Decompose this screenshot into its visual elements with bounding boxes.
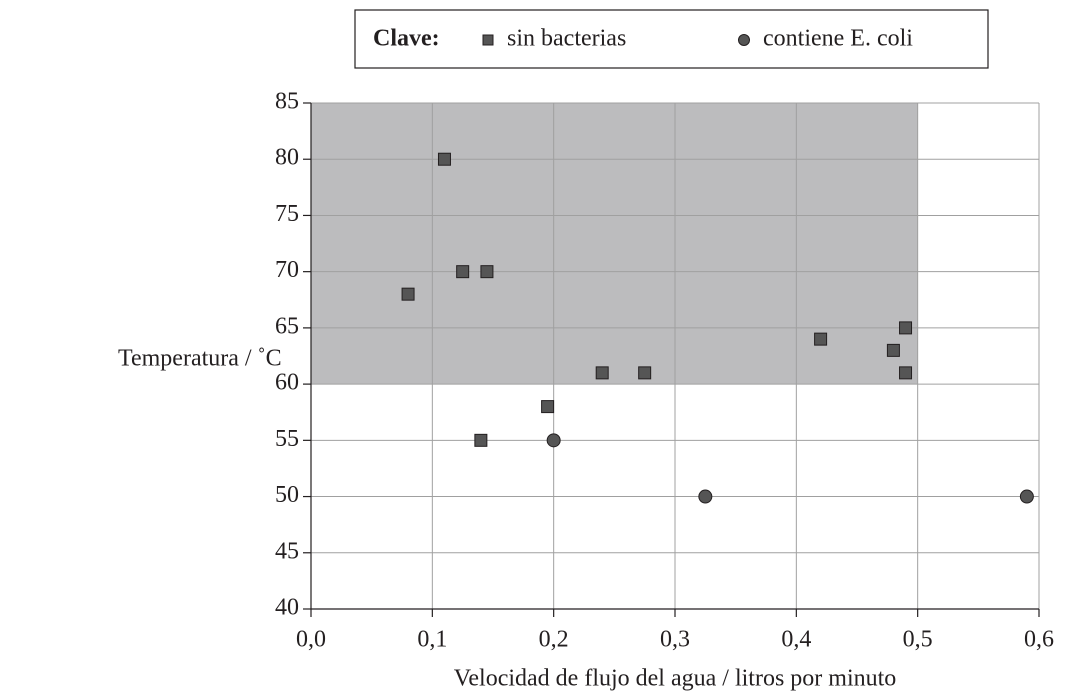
legend-title: Clave: [373,26,440,52]
point [1019,489,1034,504]
legend-box [354,9,989,69]
point [899,366,913,380]
y-tick-label: 40 [275,595,299,621]
y-axis-label: Temperatura / ˚C [118,346,282,372]
legend-marker [482,34,494,46]
legend-label: contiene E. coli [763,26,913,52]
point [474,433,488,447]
point [546,433,561,448]
point [886,343,900,357]
x-tick-label: 0,3 [660,627,690,653]
x-tick-label: 0,5 [903,627,933,653]
x-tick-label: 0,2 [539,627,569,653]
point [456,265,470,279]
point [401,287,415,301]
y-tick-label: 70 [275,257,299,283]
x-tick-label: 0,0 [296,627,326,653]
legend-marker [738,34,750,46]
y-tick-label: 55 [275,426,299,452]
y-tick-label: 60 [275,370,299,396]
point [899,321,913,335]
x-tick-label: 0,4 [781,627,811,653]
y-tick-label: 80 [275,145,299,171]
point [814,332,828,346]
point [638,366,652,380]
point [437,152,451,166]
legend-label: sin bacterias [507,26,626,52]
point [698,489,713,504]
y-tick-label: 75 [275,201,299,227]
y-tick-label: 45 [275,538,299,564]
point [595,366,609,380]
x-tick-label: 0,6 [1024,627,1054,653]
y-tick-label: 85 [275,89,299,115]
x-tick-label: 0,1 [417,627,447,653]
point [541,400,555,414]
point [480,265,494,279]
y-tick-label: 50 [275,482,299,508]
x-axis-label: Velocidad de flujo del agua / litros por… [454,666,897,692]
y-tick-label: 65 [275,313,299,339]
